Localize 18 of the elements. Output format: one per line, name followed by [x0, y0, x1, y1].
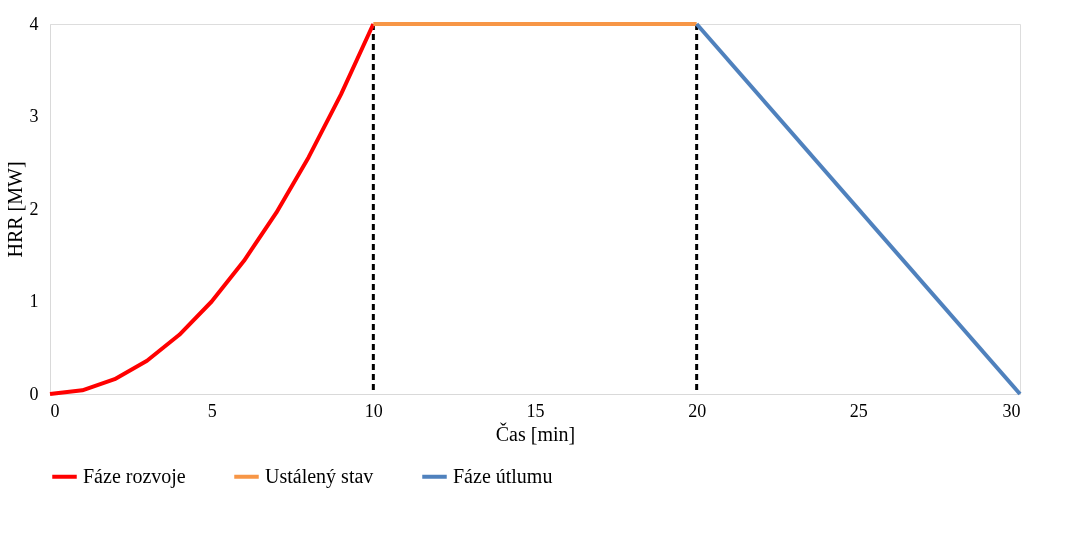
x-tick-label: 25 [849, 400, 868, 421]
x-axis-title: Čas [min] [495, 421, 576, 445]
x-tick-label: 5 [207, 400, 217, 421]
line-series [48, 22, 376, 396]
legend-label: Fáze útlumu [453, 464, 553, 487]
y-tick-label: 1 [29, 291, 39, 311]
y-tick-label: 0 [29, 383, 39, 404]
y-tick-label: 3 [29, 106, 39, 126]
x-tick-label: 10 [364, 400, 383, 421]
x-tick-label: 15 [526, 400, 545, 421]
y-tick-label: 2 [29, 198, 39, 219]
legend-label: Fáze rozvoje [83, 464, 186, 488]
y-tick-label: 4 [29, 13, 39, 34]
legend-label: Ustálený stav [265, 464, 374, 488]
x-tick-label: 30 [1002, 400, 1021, 421]
x-tick-label: 20 [688, 400, 707, 421]
y-axis-title: HRR [MW] [3, 161, 26, 258]
x-tick-label: 0 [50, 400, 60, 421]
